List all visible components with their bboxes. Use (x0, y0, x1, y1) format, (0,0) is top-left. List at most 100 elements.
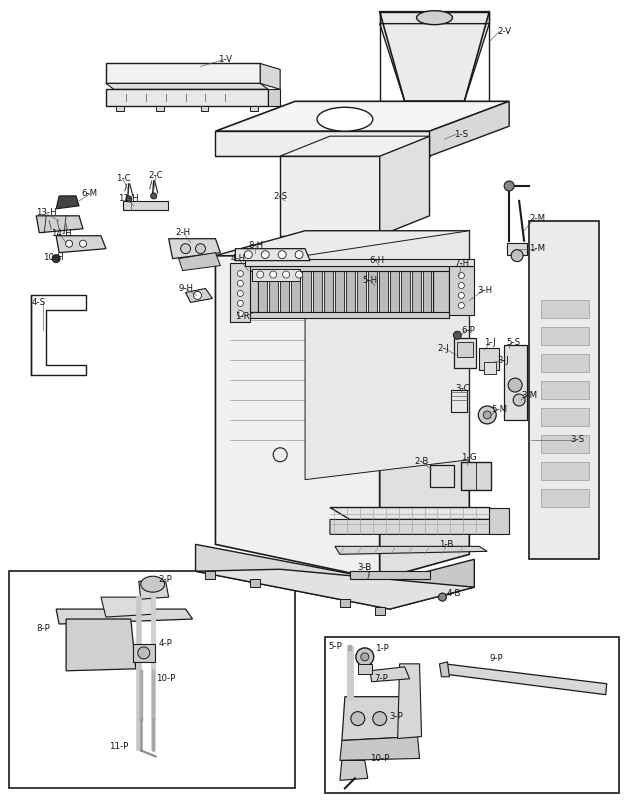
Circle shape (483, 411, 491, 419)
Polygon shape (541, 489, 589, 506)
Polygon shape (245, 312, 450, 318)
Circle shape (439, 593, 446, 601)
Circle shape (278, 250, 286, 258)
Circle shape (295, 271, 302, 278)
Polygon shape (66, 619, 136, 671)
Bar (429, 465, 455, 486)
Circle shape (295, 250, 303, 258)
Bar (340, 599, 350, 607)
Text: 5-M: 5-M (491, 406, 507, 414)
Polygon shape (106, 90, 268, 106)
Circle shape (237, 290, 243, 297)
Polygon shape (195, 570, 474, 609)
Text: 2-B: 2-B (415, 458, 429, 466)
Circle shape (52, 254, 60, 262)
Text: 2-V: 2-V (497, 27, 511, 36)
Polygon shape (346, 269, 355, 315)
Circle shape (458, 273, 464, 278)
Circle shape (458, 293, 464, 298)
Text: 2-C: 2-C (149, 171, 164, 181)
Circle shape (79, 240, 86, 247)
Text: 5-P: 5-P (328, 642, 342, 651)
Circle shape (244, 250, 252, 258)
Polygon shape (245, 270, 258, 312)
Polygon shape (443, 664, 607, 694)
Circle shape (283, 271, 290, 278)
Bar (156, 106, 164, 111)
Bar (457, 342, 474, 357)
Text: 3-C: 3-C (455, 383, 470, 393)
Circle shape (195, 244, 205, 254)
Text: 8-H: 8-H (249, 241, 264, 250)
Polygon shape (541, 327, 589, 346)
Polygon shape (179, 253, 221, 270)
Polygon shape (390, 559, 474, 609)
Polygon shape (541, 354, 589, 372)
Circle shape (453, 331, 462, 339)
Bar (123, 201, 167, 210)
Polygon shape (370, 667, 410, 682)
Bar (479, 348, 499, 370)
Polygon shape (305, 230, 469, 480)
Circle shape (361, 653, 369, 661)
Circle shape (257, 271, 264, 278)
Polygon shape (313, 269, 322, 315)
Polygon shape (504, 346, 527, 420)
Polygon shape (541, 408, 589, 426)
Polygon shape (330, 519, 509, 534)
Polygon shape (357, 269, 366, 315)
Text: 10-P: 10-P (370, 754, 389, 763)
Polygon shape (541, 435, 589, 453)
Polygon shape (401, 269, 410, 315)
Circle shape (269, 271, 276, 278)
Polygon shape (269, 269, 278, 315)
Circle shape (478, 406, 496, 424)
Polygon shape (422, 269, 432, 315)
Polygon shape (380, 12, 489, 24)
Circle shape (458, 302, 464, 309)
Text: 1-R: 1-R (235, 312, 250, 321)
Text: 3-P: 3-P (390, 712, 403, 721)
Text: 2-P: 2-P (158, 574, 172, 584)
Circle shape (237, 270, 243, 277)
Circle shape (65, 240, 72, 247)
Polygon shape (139, 582, 169, 599)
Polygon shape (216, 131, 429, 156)
Polygon shape (439, 662, 450, 677)
Polygon shape (56, 196, 79, 209)
Circle shape (261, 250, 269, 258)
Text: 6-H: 6-H (370, 256, 385, 265)
Text: 1-J: 1-J (484, 338, 496, 346)
Circle shape (356, 648, 374, 666)
Polygon shape (245, 266, 450, 270)
Text: 1-V: 1-V (219, 55, 233, 64)
Polygon shape (340, 761, 368, 780)
Polygon shape (280, 269, 289, 315)
Polygon shape (106, 63, 260, 83)
Text: 2-H: 2-H (176, 228, 191, 238)
Circle shape (351, 712, 365, 726)
Text: 10-H: 10-H (43, 253, 64, 262)
Ellipse shape (317, 107, 373, 131)
Polygon shape (324, 269, 333, 315)
Text: 14-H: 14-H (51, 230, 72, 238)
Polygon shape (350, 571, 429, 579)
Text: 6-M: 6-M (81, 190, 97, 198)
Text: 1-B: 1-B (439, 540, 454, 549)
Polygon shape (258, 269, 267, 315)
Text: 3-H: 3-H (477, 286, 493, 295)
Polygon shape (411, 269, 420, 315)
Polygon shape (195, 544, 390, 609)
Text: 2-M: 2-M (529, 214, 545, 223)
Bar (451, 390, 467, 412)
Circle shape (511, 250, 523, 262)
Text: 10-P: 10-P (156, 674, 175, 683)
Text: 2-S: 2-S (273, 192, 287, 202)
Polygon shape (434, 269, 450, 315)
Text: 7-H: 7-H (455, 259, 470, 268)
Polygon shape (216, 230, 469, 256)
Bar (358, 664, 372, 674)
Bar (507, 242, 527, 254)
Polygon shape (56, 236, 106, 253)
Polygon shape (280, 136, 429, 156)
